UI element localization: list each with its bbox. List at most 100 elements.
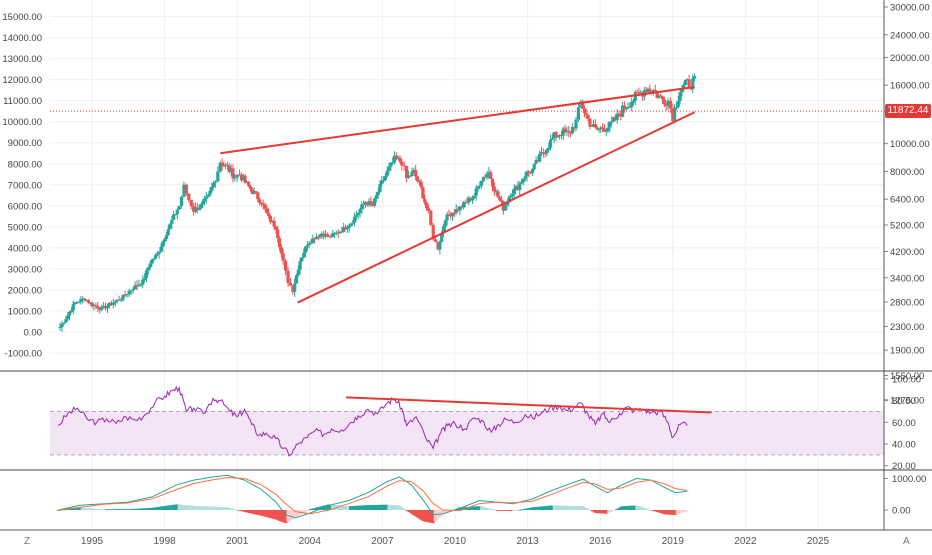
candle-up <box>107 302 112 306</box>
trendline-upper[interactable] <box>220 86 695 155</box>
candle-up <box>579 101 583 108</box>
macd-histogram-bar-down <box>417 510 421 519</box>
macd-histogram-bar-up <box>520 509 524 511</box>
left-axis-tick-label: 11000.00 <box>3 96 42 107</box>
macd-histogram-bar-up <box>86 508 90 510</box>
macd-histogram-bar-up <box>318 506 322 510</box>
macd-histogram-bar-down <box>282 510 286 523</box>
log-scale-button[interactable]: Z <box>24 536 31 547</box>
macd-histogram-bar-up <box>401 507 405 510</box>
macd-histogram-bar-up <box>355 505 359 510</box>
macd-histogram-bar-up <box>526 508 530 510</box>
candle-down <box>449 215 453 217</box>
candle-down <box>492 186 496 192</box>
candle-up <box>691 78 695 90</box>
candle-up <box>354 215 358 217</box>
candle-up <box>410 171 414 177</box>
macd-histogram-bar-down <box>651 510 655 511</box>
candle-up <box>441 226 446 234</box>
macd-histogram-bar-up <box>100 509 104 510</box>
candle-up <box>127 291 131 295</box>
candle-up <box>548 139 553 148</box>
candle-up <box>470 197 475 201</box>
macd-histogram-bar-down <box>290 510 294 520</box>
macd-histogram-bar-up <box>353 505 357 510</box>
macd-histogram-bar-up <box>576 506 580 510</box>
macd-histogram-bar-up <box>72 508 76 510</box>
candle-up <box>680 89 684 93</box>
macd-histogram-bar-up <box>580 506 584 510</box>
candle-down <box>265 208 269 214</box>
macd-histogram-bar-up <box>578 506 582 510</box>
macd-histogram-bar-up <box>308 509 312 510</box>
macd-histogram-bar-down <box>595 510 599 514</box>
candle-down <box>316 236 320 238</box>
candle-up <box>615 113 619 121</box>
candle-up <box>576 107 581 120</box>
candle-up <box>133 285 137 290</box>
macd-histogram-bar-up <box>145 508 149 510</box>
macd-histogram-bar-down <box>611 510 615 512</box>
rsi-axis-tick-label: 60.00 <box>892 418 916 429</box>
candle-up <box>323 233 328 237</box>
candle-down <box>423 198 427 203</box>
macd-histogram-bar-down <box>409 510 413 514</box>
macd-histogram-bar-down <box>278 510 282 522</box>
candle-up <box>153 255 158 259</box>
macd-histogram-bar-up <box>187 505 191 510</box>
macd-histogram-bar-up <box>377 504 381 510</box>
candle-up <box>351 222 355 224</box>
rsi-trendline[interactable] <box>346 396 712 414</box>
macd-histogram-bar-up <box>379 504 383 510</box>
macd-histogram-bar-down <box>591 510 595 512</box>
candle-down <box>369 201 373 204</box>
candle-down <box>184 184 188 194</box>
candle-down <box>447 214 451 216</box>
candle-down <box>98 308 102 310</box>
candle-down <box>655 91 659 98</box>
candle-down <box>254 191 258 193</box>
candle-up <box>467 197 471 203</box>
macd-histogram-bar-up <box>643 508 647 510</box>
candle-up <box>382 180 386 182</box>
candle-down <box>622 105 626 109</box>
macd-histogram-bar-down <box>270 510 274 519</box>
candle-down <box>267 213 271 217</box>
macd-histogram-bar-up <box>556 505 560 510</box>
candle-up <box>334 232 339 234</box>
candle-down <box>426 208 430 211</box>
candle-down <box>541 152 545 154</box>
macd-histogram-bar-up <box>566 505 570 510</box>
macd-histogram-bar-down <box>506 510 510 511</box>
auto-scale-button[interactable]: A <box>903 536 910 547</box>
macd-histogram-bar-down <box>441 510 445 515</box>
macd-histogram-bar-down <box>443 510 447 514</box>
candle-down <box>195 207 199 211</box>
left-axis-tick-label: 0.00 <box>24 328 43 339</box>
candle-down <box>501 201 505 211</box>
candle-up <box>378 183 382 192</box>
candle-up <box>73 302 77 305</box>
macd-histogram-bar-up <box>133 508 137 510</box>
candle-up <box>565 130 569 133</box>
x-tick-label: 2001 <box>226 536 249 547</box>
candle-up <box>305 245 309 247</box>
candle-up <box>518 183 522 191</box>
candle-up <box>474 188 478 196</box>
macd-histogram-bar-down <box>667 510 671 515</box>
candle-down <box>434 239 438 242</box>
candle-down <box>284 260 288 271</box>
candle-up <box>152 258 156 261</box>
candle-down <box>653 89 657 92</box>
candle-up <box>356 212 360 216</box>
macd-histogram-bar-up <box>64 509 68 510</box>
macd-histogram-bar-up <box>324 505 328 510</box>
macd-histogram-bar-up <box>201 506 205 510</box>
candle-up <box>682 84 686 90</box>
macd-histogram-bar-up <box>387 504 391 510</box>
macd-histogram-bar-down <box>256 510 260 515</box>
macd-histogram-bar-up <box>631 505 635 510</box>
candle-up <box>438 241 442 250</box>
trendline-lower[interactable] <box>297 111 696 304</box>
